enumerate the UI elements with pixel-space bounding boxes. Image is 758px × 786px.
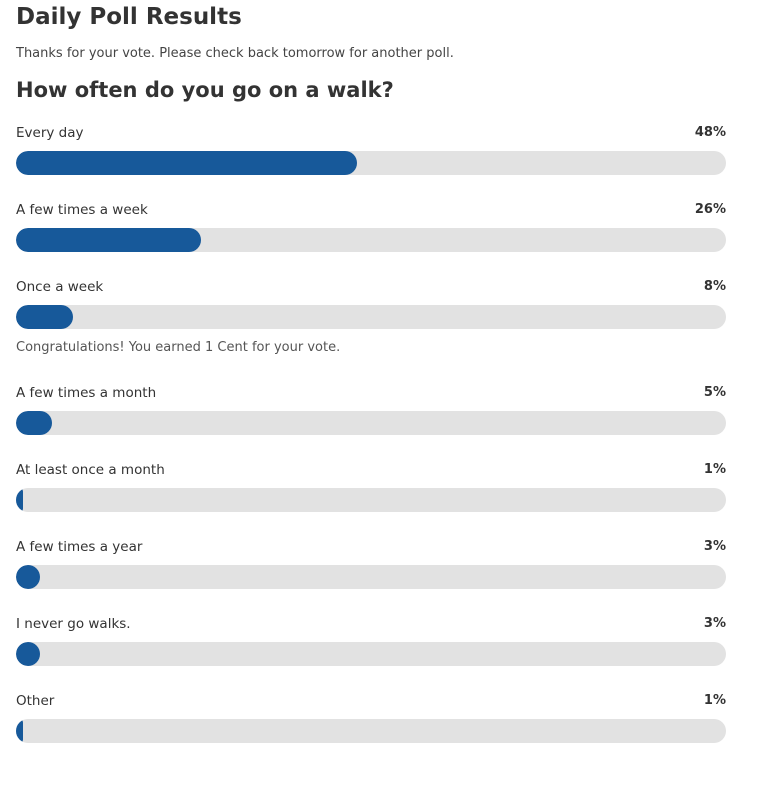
result-bar-fill <box>16 305 73 329</box>
option-label: I never go walks. <box>16 616 131 632</box>
result-bar-track <box>16 488 726 512</box>
result-bar-track <box>16 151 726 175</box>
option-percent: 8% <box>703 279 726 294</box>
poll-option-once-month: At least once a month 1% <box>16 459 726 536</box>
result-bar-track <box>16 305 726 329</box>
result-bar-track <box>16 642 726 666</box>
option-percent: 3% <box>703 616 726 631</box>
option-percent: 26% <box>694 202 726 217</box>
result-bar-fill <box>16 151 357 175</box>
result-bar-track <box>16 565 726 589</box>
reward-notice: Congratulations! You earned 1 Cent for y… <box>16 340 726 382</box>
result-bar-fill <box>16 228 201 252</box>
option-label: Every day <box>16 125 84 141</box>
option-percent: 5% <box>703 385 726 400</box>
page-title: Daily Poll Results <box>16 4 242 30</box>
poll-option-few-times-year: A few times a year 3% <box>16 536 726 613</box>
result-bar-fill <box>16 411 52 435</box>
result-bar-fill <box>16 488 24 512</box>
result-bar-track <box>16 411 726 435</box>
option-label: At least once a month <box>16 462 165 478</box>
result-bar-fill <box>16 642 40 666</box>
poll-option-never: I never go walks. 3% <box>16 613 726 690</box>
option-label: A few times a week <box>16 202 148 218</box>
result-bar-track <box>16 228 726 252</box>
page-subtitle: Thanks for your vote. Please check back … <box>16 46 454 61</box>
poll-option-once-week: Once a week 8% <box>16 276 726 353</box>
option-label: A few times a month <box>16 385 157 401</box>
poll-option-few-times-month: A few times a month 5% <box>16 382 726 459</box>
option-percent: 1% <box>703 462 726 477</box>
poll-question: How often do you go on a walk? <box>16 78 394 102</box>
poll-results-list: Every day 48% A few times a week 26% Onc… <box>16 122 726 767</box>
option-percent: 3% <box>703 539 726 554</box>
poll-option-other: Other 1% <box>16 690 726 767</box>
result-bar-fill <box>16 719 24 743</box>
option-percent: 48% <box>694 125 726 140</box>
reward-notice-text: Congratulations! You earned 1 Cent for y… <box>16 340 341 355</box>
result-bar-track <box>16 719 726 743</box>
option-label: Other <box>16 693 55 709</box>
option-percent: 1% <box>703 693 726 708</box>
poll-option-few-times-week: A few times a week 26% <box>16 199 726 276</box>
result-bar-fill <box>16 565 40 589</box>
option-label: A few times a year <box>16 539 143 555</box>
option-label: Once a week <box>16 279 104 295</box>
poll-option-every-day: Every day 48% <box>16 122 726 199</box>
